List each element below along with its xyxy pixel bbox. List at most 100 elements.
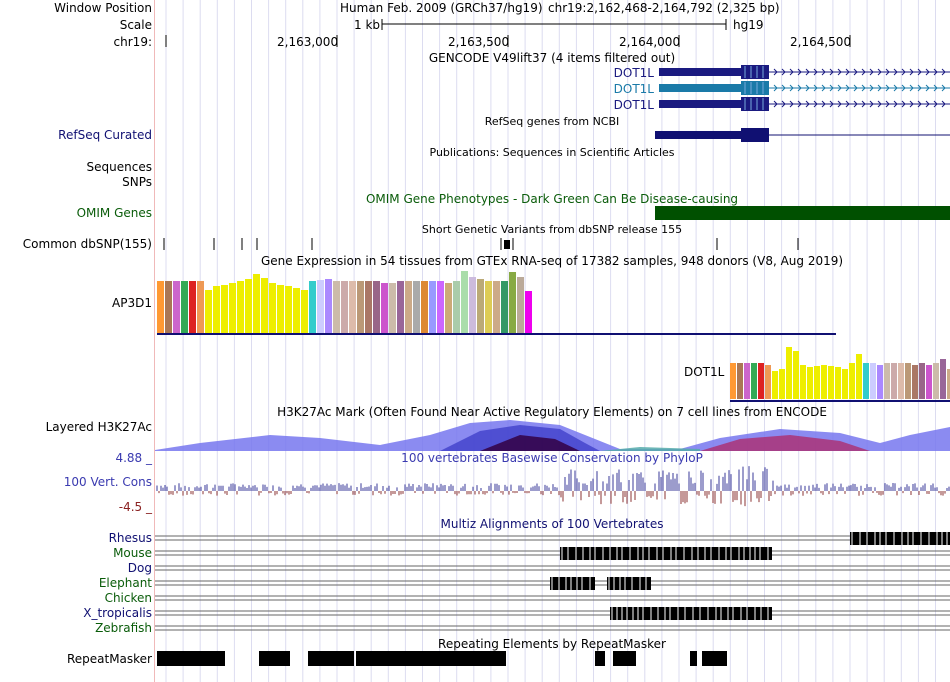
scale-label: Scale [119,18,152,32]
gencode-strand-arrow [877,100,882,108]
gencode-strand-arrow [829,100,834,108]
multiz-species-label[interactable]: Dog [127,561,152,575]
refseq-feature[interactable] [0,127,950,143]
gencode-strand-arrow [925,84,930,92]
dbsnp-features[interactable] [0,236,950,252]
gtex-bar-dot1l [905,363,911,399]
sequences-label[interactable]: Sequences [86,160,152,174]
gtex-bar-ap3d1 [245,279,252,333]
gtex-bar-dot1l [870,363,876,399]
multiz-block [560,547,772,560]
h3k27ac-layer [600,447,700,451]
gtex-bar-ap3d1 [445,283,452,333]
gtex-bar-dot1l [772,371,778,399]
multiz-block [550,577,595,590]
gtex-bar-dot1l [863,363,869,399]
gtex-bars[interactable] [0,266,950,406]
gtex-bar-ap3d1 [517,277,524,333]
gencode-strand-arrow [869,68,874,76]
scale-bar [381,19,727,30]
gtex-bar-ap3d1 [269,283,276,333]
gtex-bar-ap3d1 [333,281,340,333]
gencode-strand-arrow [909,84,914,92]
gtex-bar-ap3d1 [389,283,396,333]
gencode-exon [741,97,769,111]
gtex-bar-ap3d1 [357,281,364,333]
omim-feature[interactable] [655,206,950,220]
gtex-bar-dot1l [779,369,785,399]
gencode-strand-arrow [909,68,914,76]
dbsnp-label[interactable]: Common dbSNP(155) [22,237,152,251]
gencode-strand-arrow [845,68,850,76]
gtex-bar-ap3d1 [413,281,420,333]
multiz-species-label[interactable]: Rhesus [108,531,152,545]
gencode-features[interactable] [0,64,950,112]
gencode-strand-arrow [941,68,946,76]
left-panel-divider [154,0,155,682]
gencode-strand-arrow [813,84,818,92]
ruler-ticks [165,35,851,47]
repeatmasker-label[interactable]: RepeatMasker [66,652,152,666]
gtex-bar-ap3d1 [469,277,476,333]
gtex-bar-dot1l [828,366,834,399]
gencode-item-label[interactable]: DOT1L [613,66,654,80]
gencode-item-label[interactable]: DOT1L [613,98,654,112]
gtex-bar-ap3d1 [477,279,484,333]
gencode-strand-arrow [781,100,786,108]
multiz-species-label[interactable]: Mouse [113,546,152,560]
gtex-bar-ap3d1 [525,291,532,333]
repeatmasker-features[interactable] [0,650,950,668]
multiz-species-label[interactable]: Elephant [98,576,152,590]
refseq-label[interactable]: RefSeq Curated [58,128,152,142]
multiz-species-label[interactable]: Zebrafish [95,621,152,635]
gtex-bar-ap3d1 [405,281,412,333]
gencode-item-label[interactable]: DOT1L [613,82,654,96]
gencode-strand-arrow [925,68,930,76]
gencode-strand-arrow [917,100,922,108]
gtex-bar-ap3d1 [509,272,516,333]
phylop-signal[interactable] [0,462,950,510]
gtex-bar-dot1l [835,367,841,399]
phylop-label[interactable]: 100 Vert. Cons [63,475,152,489]
gencode-strand-arrow [853,100,858,108]
gtex-bar-dot1l [842,369,848,399]
snps-label[interactable]: SNPs [122,175,152,189]
gtex-bar-ap3d1 [429,281,436,333]
assembly-title: Human Feb. 2009 (GRCh37/hg19) [340,1,543,15]
multiz-alignments[interactable] [0,530,950,638]
gencode-strand-arrow [877,84,882,92]
gencode-strand-arrow [925,100,930,108]
publications-track-title: Publications: Sequences in Scientific Ar… [429,146,675,159]
gtex-bar-ap3d1 [157,281,164,333]
phylop-min-label: -4.5 _ [118,500,152,514]
multiz-species-label[interactable]: X_tropicalis [83,606,152,620]
gtex-bar-dot1l [730,363,736,399]
gtex-gene-label-dot1l[interactable]: DOT1L [684,365,725,379]
multiz-block [610,607,772,620]
gencode-strand-arrow [877,68,882,76]
gtex-bar-dot1l [926,365,932,399]
gencode-strand-arrow [845,100,850,108]
gencode-strand-arrow [901,100,906,108]
gtex-bar-ap3d1 [205,290,212,333]
h3k27ac-layer [480,435,580,451]
gtex-track-title: Gene Expression in 54 tissues from GTEx … [260,254,844,268]
h3k27ac-label[interactable]: Layered H3K27Ac [45,420,152,434]
gencode-strand-arrow [805,84,810,92]
gencode-strand-arrow [853,68,858,76]
gencode-strand-arrow [893,100,898,108]
multiz-species-label[interactable]: Chicken [104,591,152,605]
gencode-strand-arrow [917,84,922,92]
omim-label[interactable]: OMIM Genes [76,206,152,220]
gtex-gene-label-ap3d1[interactable]: AP3D1 [112,296,152,310]
multiz-track-title: Multiz Alignments of 100 Vertebrates [440,517,664,531]
h3k27ac-signal[interactable] [0,405,950,451]
gencode-strand-arrow [773,68,778,76]
gtex-bar-ap3d1 [285,286,292,333]
gencode-strand-arrow [933,100,938,108]
gtex-bar-ap3d1 [189,281,196,333]
gencode-utr [659,68,741,76]
gtex-bar-dot1l [947,369,950,399]
